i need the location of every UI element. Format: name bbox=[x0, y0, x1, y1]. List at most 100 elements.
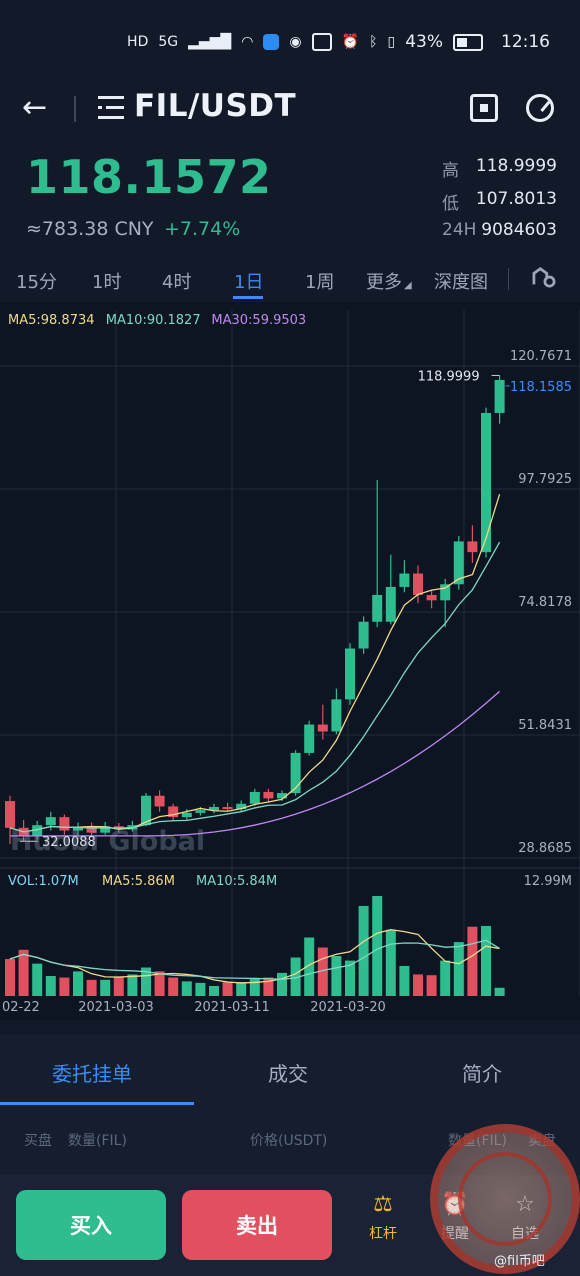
volume-bar bbox=[18, 949, 29, 996]
app-notification-icon bbox=[263, 34, 280, 50]
tab-trades[interactable]: 成交 bbox=[268, 1062, 308, 1086]
exchange-watermark: Huobi Global bbox=[10, 826, 206, 857]
volume-ma5-line bbox=[9, 928, 500, 984]
stat-label: 24H bbox=[442, 220, 477, 240]
volume-bar bbox=[236, 982, 247, 996]
battery-icon bbox=[453, 33, 483, 51]
volume-bar bbox=[249, 979, 260, 996]
orderbook-qty-left: 数量(FIL) bbox=[68, 1133, 127, 1149]
candle-body bbox=[209, 806, 219, 811]
volume-bar bbox=[32, 963, 43, 996]
volume-bar bbox=[263, 977, 274, 996]
buy-button[interactable]: 买入 bbox=[16, 1190, 166, 1260]
volume-bar bbox=[372, 896, 383, 996]
scan-icon[interactable] bbox=[470, 94, 498, 122]
list-menu-icon[interactable] bbox=[98, 96, 124, 120]
chart-settings-icon[interactable] bbox=[532, 266, 556, 288]
tab-divider bbox=[508, 268, 509, 290]
price-axis-label: 97.7925 bbox=[518, 472, 572, 487]
clock: 12:16 bbox=[501, 32, 550, 52]
nfc-icon bbox=[311, 33, 332, 51]
candle-body bbox=[168, 806, 179, 818]
candle-body bbox=[413, 573, 423, 595]
price-change: +7.74% bbox=[164, 218, 241, 240]
tab-more-label: 更多 bbox=[366, 272, 402, 293]
volume-ma-label: VOL:1.07M bbox=[8, 874, 79, 889]
candle-body bbox=[59, 817, 70, 831]
candle-body bbox=[385, 586, 396, 622]
candle-body bbox=[86, 827, 97, 833]
volume-bar bbox=[277, 972, 287, 996]
alarm-icon: ⏰ bbox=[341, 34, 360, 50]
app-header: ← FIL/USDT bbox=[0, 82, 580, 138]
candle-body bbox=[100, 826, 111, 833]
candle-body bbox=[317, 724, 328, 732]
candlestick-chart[interactable]: MA5:98.8734 MA10:90.1827 MA30:59.9503 120.7… bbox=[0, 302, 580, 1020]
candle-body bbox=[494, 379, 505, 413]
arrow-left-icon[interactable]: ← bbox=[22, 90, 48, 125]
candle-body bbox=[345, 648, 355, 700]
candle-body bbox=[290, 752, 301, 794]
gauge-icon[interactable] bbox=[526, 94, 554, 122]
status-icons: HD 5G ▂▄▆█ ◠ ◉ ⏰ ᛒ ▯ 43% 12:16 bbox=[127, 32, 550, 52]
candle-body bbox=[181, 812, 192, 818]
tab-1d[interactable]: 1日 bbox=[234, 272, 264, 293]
volume-bar bbox=[413, 974, 423, 996]
volume-bar bbox=[100, 979, 111, 996]
volume-bar bbox=[426, 975, 437, 996]
volume-bar bbox=[59, 977, 70, 996]
date-axis-label: 2021-03-03 bbox=[78, 1000, 154, 1015]
max-price-label: 118.9999 bbox=[418, 369, 480, 384]
candle-body bbox=[45, 817, 56, 826]
tab-15m[interactable]: 15分 bbox=[16, 272, 57, 293]
ma30-line bbox=[10, 690, 501, 837]
candle-body bbox=[222, 806, 233, 810]
candle-body bbox=[481, 412, 491, 553]
stat-label: 高 bbox=[442, 161, 459, 181]
tab-depth[interactable]: 深度图 bbox=[434, 272, 488, 293]
volume-bar bbox=[290, 957, 301, 996]
volume-bar bbox=[399, 965, 410, 996]
volume-bar bbox=[453, 942, 464, 996]
tab-1h[interactable]: 1时 bbox=[92, 272, 122, 293]
volume-ma-label: MA10:5.84M bbox=[196, 874, 277, 889]
date-axis-label: 02-22 bbox=[2, 1000, 40, 1015]
candle-body bbox=[358, 621, 369, 649]
volume-bar bbox=[331, 955, 342, 996]
leverage-button[interactable]: ⚖ 杠杆 bbox=[358, 1192, 408, 1243]
volume-bar bbox=[195, 982, 206, 996]
volume-bar bbox=[345, 960, 355, 996]
tab-4h[interactable]: 4时 bbox=[162, 272, 192, 293]
eye-icon: ◉ bbox=[289, 34, 302, 50]
date-axis-label: 2021-03-20 bbox=[310, 1000, 386, 1015]
price-axis-label: 74.8178 bbox=[518, 595, 572, 610]
candle-body bbox=[331, 699, 342, 732]
tab-orders[interactable]: 委托挂单 bbox=[52, 1062, 132, 1086]
caret-down-icon: ◢ bbox=[404, 280, 412, 291]
date-axis-label: 2021-03-11 bbox=[194, 1000, 270, 1015]
stat-value: 107.8013 bbox=[475, 189, 557, 209]
pair-title[interactable]: FIL/USDT bbox=[134, 88, 297, 124]
candle-body bbox=[277, 793, 287, 799]
sell-button[interactable]: 卖出 bbox=[182, 1190, 332, 1260]
candle-body bbox=[372, 594, 383, 622]
volume-bar bbox=[127, 974, 138, 996]
volume-bar bbox=[168, 977, 179, 996]
ma-label: MA10:90.1827 bbox=[106, 313, 201, 328]
timeframe-tabs: 15分 1时 4时 1日 1周 更多 ◢ 深度图 bbox=[0, 262, 580, 302]
tab-more[interactable]: 更多 ◢ bbox=[366, 268, 412, 294]
battery-percent: 43% bbox=[405, 32, 443, 52]
stat-value: 118.9999 bbox=[475, 156, 557, 176]
volume-bar bbox=[467, 926, 478, 996]
stat-value: 9084603 bbox=[481, 220, 557, 240]
volume-bar bbox=[45, 975, 56, 996]
volume-bar bbox=[181, 981, 192, 996]
tab-intro[interactable]: 简介 bbox=[462, 1062, 502, 1086]
seal-watermark bbox=[430, 1124, 580, 1274]
vibrate-icon: ▯ bbox=[387, 34, 396, 50]
tab-1w[interactable]: 1周 bbox=[305, 272, 335, 293]
signal-icon: ▂▄▆█ bbox=[188, 34, 232, 50]
cny-price: ≈783.38 CNY bbox=[26, 218, 154, 240]
candle-body bbox=[195, 810, 206, 813]
ma10-line bbox=[9, 541, 501, 833]
